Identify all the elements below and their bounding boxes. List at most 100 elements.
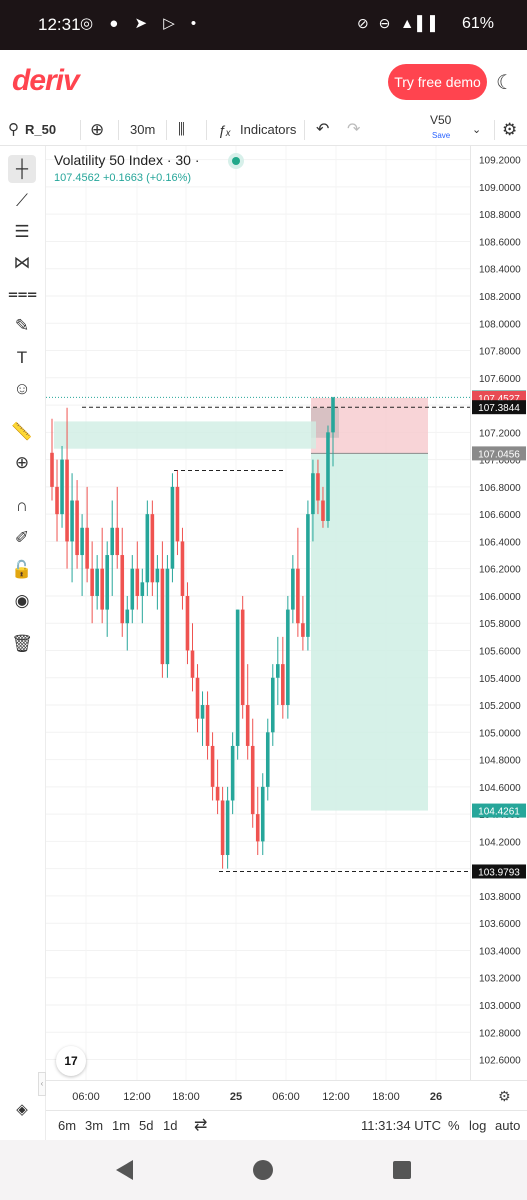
range-3m-button[interactable]: 3m [85, 1118, 104, 1133]
lock-icon[interactable]: 🔓 [11, 560, 33, 579]
candle-body [110, 527, 115, 556]
visibility-icon[interactable]: ◉ [14, 591, 30, 610]
collapse-toolbar-handle[interactable]: ‹ [38, 1072, 46, 1096]
candle-body [200, 705, 205, 719]
magnet-icon[interactable]: ∩ [15, 496, 29, 515]
deriv-logo[interactable]: deriv [12, 64, 80, 97]
candle-body [331, 397, 335, 433]
trash-icon[interactable]: 🗑 [11, 634, 33, 653]
candle-body [250, 745, 255, 815]
price-tick-label: 103.8000 [479, 892, 521, 903]
tradingview-logo-icon[interactable]: 17 [56, 1046, 86, 1076]
dark-mode-icon[interactable]: ☾ [496, 72, 514, 94]
take-profit-zone [311, 453, 428, 811]
nav-recents-icon[interactable] [393, 1161, 411, 1179]
time-tick-label: 12:00 [322, 1091, 350, 1103]
chart-clock: 11:31:34 UTC [361, 1118, 441, 1133]
signal-icons: ⊘ ⊖ ▲▌▌ [357, 15, 443, 31]
price-badge-label: 107.4527 [478, 394, 520, 405]
candle-body [296, 568, 300, 624]
price-badge-label: 107.3844 [478, 403, 520, 414]
candle-body [65, 459, 69, 542]
percent-scale-button[interactable]: % [448, 1118, 460, 1133]
nav-back-icon[interactable] [116, 1160, 133, 1180]
ruler-icon[interactable]: 📏 [11, 422, 33, 441]
status-time: 12:31 [38, 15, 81, 34]
candle-body [180, 541, 185, 596]
candle-body [321, 500, 325, 521]
zoom-in-icon[interactable]: ⊕ [14, 453, 30, 472]
legend-quote: 107.4562 +0.1663 (+0.16%) [54, 172, 200, 184]
candle-body [291, 568, 295, 610]
time-tick-label: 18:00 [372, 1091, 400, 1103]
projection-icon[interactable]: ⩶ [8, 284, 38, 303]
price-tick-label: 105.2000 [479, 701, 521, 712]
log-scale-button[interactable]: log [469, 1118, 487, 1133]
system-nav-bar [0, 1140, 527, 1200]
candle-body [190, 650, 195, 678]
range-5d-button[interactable]: 5d [139, 1118, 154, 1133]
compare-add-icon[interactable]: ⊕ [90, 120, 105, 139]
indicators-icon[interactable]: ƒₓ [218, 122, 232, 138]
price-tick-label: 103.6000 [479, 919, 521, 930]
undo-icon[interactable]: ↶ [316, 121, 330, 138]
price-tick-label: 106.8000 [479, 483, 521, 494]
settings-gear-icon[interactable]: ⚙ [502, 120, 518, 139]
brush-icon[interactable]: ✎ [14, 316, 30, 335]
chart-toolbar: ⚲ R_50 ⊕ 30m ⫼ ƒₓ Indicators ↶ ↷ V50 Sav… [0, 113, 527, 146]
crosshair-icon[interactable]: ┼ [8, 155, 36, 183]
candle-body [286, 609, 290, 706]
indicators-button[interactable]: Indicators [240, 122, 297, 137]
legend-price: 107.4562 [54, 172, 100, 184]
range-1d-button[interactable]: 1d [163, 1118, 178, 1133]
candle-body [306, 514, 310, 637]
price-tick-label: 104.2000 [479, 837, 521, 848]
price-badge [472, 446, 526, 461]
try-free-demo-button[interactable]: Try free demo [388, 64, 487, 100]
candle-body [50, 452, 54, 487]
price-tick-label: 105.4000 [479, 674, 521, 685]
lock-drawing-icon[interactable]: ✐ [14, 528, 30, 547]
interval-button[interactable]: 30m [130, 122, 156, 137]
fib-lines-icon[interactable]: ☰ [14, 222, 30, 241]
goto-date-icon[interactable]: ⇄ [194, 1117, 208, 1134]
range-6m-button[interactable]: 6m [58, 1118, 77, 1133]
candle-body [215, 786, 220, 801]
candle-body [80, 527, 84, 556]
redo-icon[interactable]: ↷ [347, 121, 361, 138]
candle-body [105, 555, 109, 610]
pattern-icon[interactable]: ⋈ [13, 253, 31, 272]
price-tick-label: 107.0000 [479, 456, 521, 467]
price-tick-label: 108.4000 [479, 265, 521, 276]
price-tick-label: 107.8000 [479, 347, 521, 358]
price-tick-label: 103.2000 [479, 974, 521, 985]
price-tick-label: 106.0000 [479, 592, 521, 603]
candle-body [150, 514, 155, 583]
price-chart[interactable] [46, 146, 470, 1080]
symbol-search[interactable]: R_50 [25, 122, 57, 137]
price-tick-label: 109.0000 [479, 183, 521, 194]
layout-name[interactable]: V50 [430, 113, 452, 127]
range-1m-button[interactable]: 1m [112, 1118, 131, 1133]
layout-chevron-down-icon[interactable]: ⌄ [472, 124, 482, 136]
candle-type-icon[interactable]: ⫼ [178, 121, 185, 138]
auto-scale-button[interactable]: auto [495, 1118, 521, 1133]
price-axis[interactable]: 109.2000 109.0000 108.8000 108.6000 108.4000… [470, 146, 527, 1080]
layout-save[interactable]: Save [432, 131, 451, 140]
trend-line-icon[interactable]: ⟋ [16, 191, 28, 210]
nav-home-icon[interactable] [253, 1160, 273, 1180]
price-tick-label: 107.6000 [479, 374, 521, 385]
text-tool-icon[interactable]: T [16, 348, 28, 367]
candle-body [165, 568, 170, 665]
time-axis[interactable]: 06:00 12:00 18:00 25 06:00 12:00 18:00 26 ⚙ [46, 1080, 527, 1110]
emoji-icon[interactable]: ☺ [13, 379, 31, 398]
candle-body [195, 677, 200, 719]
candle-body [160, 568, 165, 665]
candle-body [185, 595, 190, 651]
price-tick-label: 106.2000 [479, 565, 521, 576]
search-icon[interactable]: ⚲ [8, 121, 19, 138]
object-tree-icon[interactable]: ◈ [16, 1101, 28, 1118]
candle-body [90, 568, 94, 596]
price-tick-label: 107.2000 [479, 428, 521, 439]
time-tick-label: 12:00 [123, 1091, 151, 1103]
